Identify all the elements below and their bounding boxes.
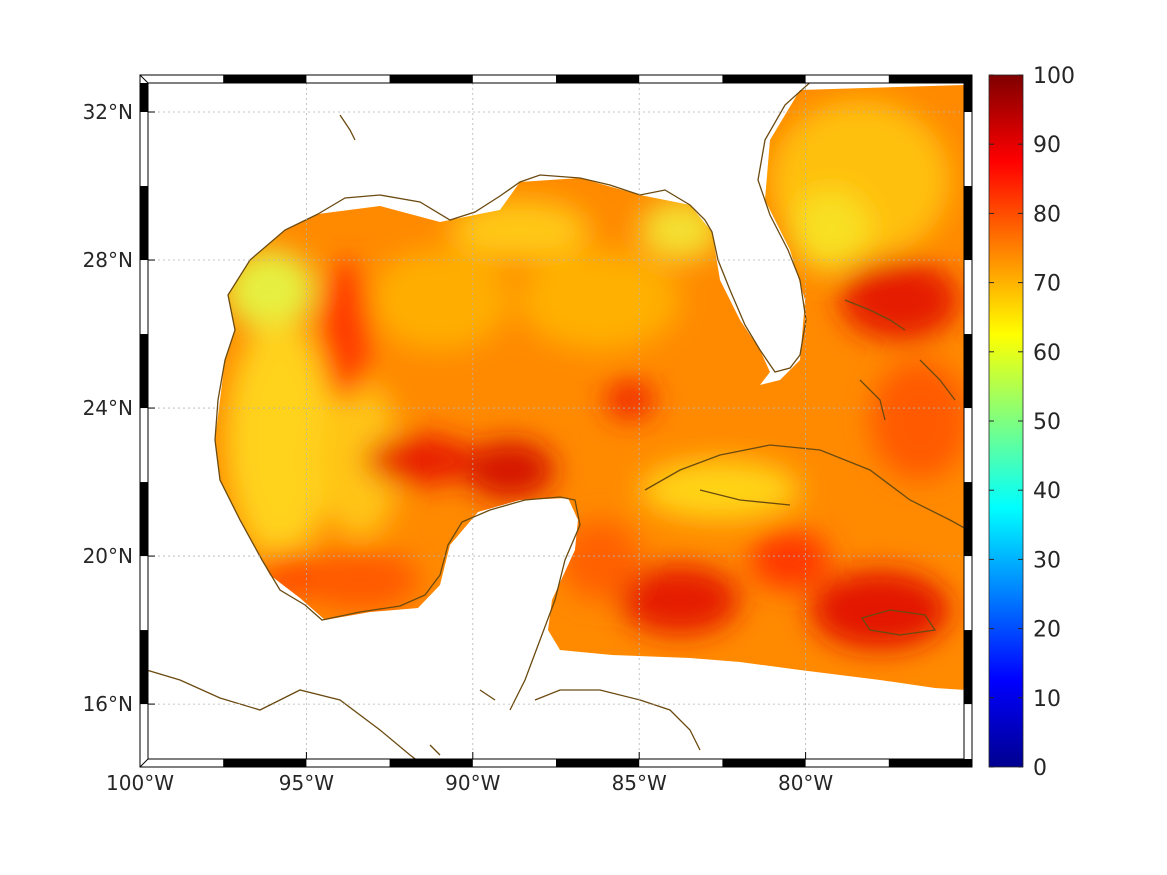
colorbar-tick-label: 30 [1033, 548, 1061, 573]
frame-segment [964, 630, 972, 705]
frame-checker-border [140, 75, 972, 767]
grid-lines [139, 83, 964, 759]
frame-segment [223, 759, 307, 767]
colorbar-tick-label: 70 [1033, 272, 1061, 297]
frame-segment [389, 75, 473, 83]
frame-segment [140, 630, 148, 705]
lat-tick-label: 20°N [83, 544, 133, 568]
heatmap-layer [215, 85, 964, 690]
colorbar-tick-label: 90 [1033, 133, 1061, 158]
frame-segment [556, 759, 640, 767]
lat-tick-label: 32°N [83, 100, 133, 124]
frame-segment [722, 759, 806, 767]
colorbar-tick-label: 50 [1033, 410, 1061, 435]
frame-segment [888, 759, 972, 767]
lat-tick-label: 28°N [83, 248, 133, 272]
lon-tick-label: 95°W [279, 771, 334, 795]
frame-segment [964, 482, 972, 557]
colorbar-tick-label: 40 [1033, 479, 1061, 504]
frame-segment [223, 75, 307, 83]
frame-segment [964, 334, 972, 409]
colorbar-tick-label: 0 [1033, 756, 1047, 781]
frame-segment [964, 186, 972, 261]
coastline-layer [148, 83, 964, 761]
colorbar-tick-label: 80 [1033, 202, 1061, 227]
colorbar-tick-label: 100 [1033, 64, 1075, 89]
frame-segment [556, 75, 640, 83]
lat-tick-label: 24°N [83, 396, 133, 420]
frame-segment [140, 83, 148, 113]
lat-tick-label: 16°N [83, 692, 133, 716]
lon-tick-label: 80°W [778, 771, 833, 795]
latitude-axis: 32°N 28°N 24°N 20°N 16°N [83, 100, 155, 716]
lon-tick-label: 90°W [445, 771, 500, 795]
colorbar: 0 10 20 30 40 50 60 70 80 90 100 [988, 64, 1075, 781]
lon-tick-label: 100°W [106, 771, 174, 795]
colorbar-tick-label: 20 [1033, 618, 1061, 643]
frame-segment [140, 334, 148, 409]
frame-segment [140, 186, 148, 261]
frame-segment [722, 75, 806, 83]
lon-tick-label: 85°W [612, 771, 667, 795]
frame-segment [888, 75, 972, 83]
longitude-axis: 100°W 95°W 90°W 85°W 80°W [106, 752, 833, 795]
frame-segment [389, 759, 473, 767]
colorbar-tick-label: 10 [1033, 687, 1061, 712]
frame-segment [140, 482, 148, 557]
colorbar-gradient [989, 75, 1023, 767]
frame-segment [964, 83, 972, 113]
colorbar-tick-label: 60 [1033, 341, 1061, 366]
